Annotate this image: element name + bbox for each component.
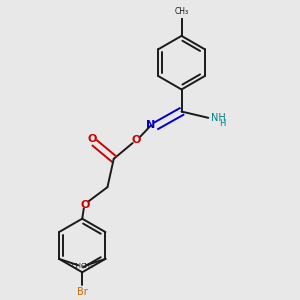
- Text: CH₃: CH₃: [71, 263, 84, 269]
- Text: O: O: [81, 200, 90, 209]
- Text: O: O: [131, 135, 140, 145]
- Text: NH: NH: [211, 113, 226, 123]
- Text: N: N: [146, 120, 155, 130]
- Text: Br: Br: [77, 287, 88, 297]
- Text: CH₃: CH₃: [175, 7, 189, 16]
- Text: O: O: [87, 134, 96, 144]
- Text: H: H: [219, 119, 226, 128]
- Text: CH₃: CH₃: [80, 263, 93, 269]
